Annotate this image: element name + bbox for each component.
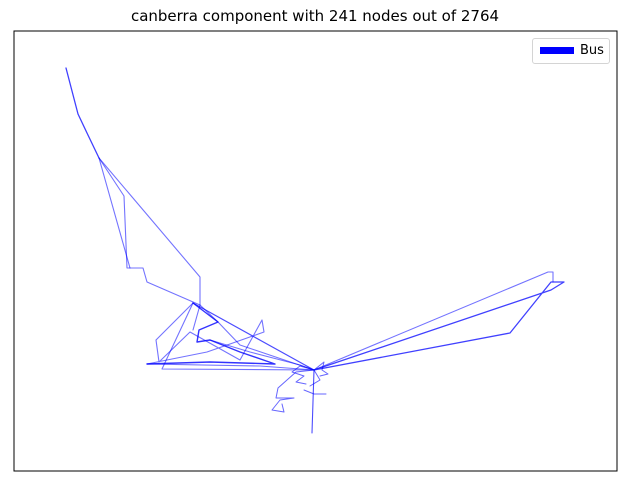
edge-spine <box>65 67 100 159</box>
edge-south-b <box>271 369 315 413</box>
edge-mid-e <box>199 304 315 371</box>
legend-label-bus: Bus <box>580 43 604 58</box>
network-edges <box>65 67 565 434</box>
edge-south-f <box>309 369 321 387</box>
edge-right-b <box>313 271 554 371</box>
edge-left-b <box>98 157 131 269</box>
edge-south-e <box>303 389 327 395</box>
edge-right-a <box>313 281 565 371</box>
legend-swatch-bus <box>540 47 574 54</box>
figure-title: canberra component with 241 nodes out of… <box>130 7 500 25</box>
plot-frame <box>13 30 618 472</box>
edge-mid-d <box>192 302 315 371</box>
legend: Bus <box>532 38 610 64</box>
edge-left-a <box>98 157 201 331</box>
edge-south-d <box>313 361 329 377</box>
edge-left-c <box>98 157 201 306</box>
edge-south-c <box>291 365 315 385</box>
edge-mid-c <box>146 302 265 365</box>
edge-mid-b <box>161 302 315 371</box>
edge-south-a <box>311 369 315 434</box>
